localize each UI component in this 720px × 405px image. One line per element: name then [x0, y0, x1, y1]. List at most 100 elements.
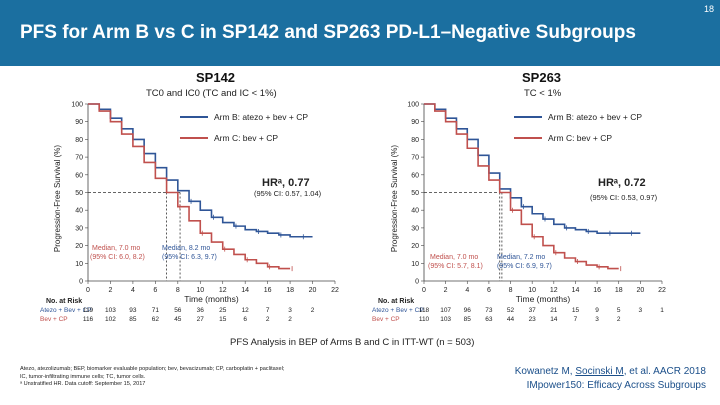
hazard-ratio: HRᵃ, 0.72 [598, 177, 646, 189]
at-risk-value: 2 [288, 316, 292, 323]
median-label-arm-c: Median, 7.0 mo [92, 245, 140, 252]
reference-study: IMpower150: Efficacy Across Subgroups [526, 380, 706, 391]
at-risk-value: 3 [595, 316, 599, 323]
arm-c-curve [88, 103, 291, 270]
y-tick-label: 90 [411, 119, 419, 126]
y-tick-label: 50 [411, 190, 419, 197]
abbreviation-line: Atezo, atezolizumab; BEP, biomarker eval… [20, 366, 285, 372]
at-risk-value: 2 [617, 316, 621, 323]
median-label-arm-b: Median, 7.2 mo [497, 254, 545, 261]
at-risk-row-label: Bev + CP [372, 316, 400, 323]
at-risk-value: 12 [242, 307, 250, 314]
y-tick-label: 90 [75, 119, 83, 126]
at-risk-value: 5 [617, 307, 621, 314]
at-risk-value: 36 [197, 307, 205, 314]
right-panel-subtitle: TC < 1% [524, 88, 562, 99]
at-risk-title: No. at Risk [46, 298, 82, 305]
x-tick-label: 20 [636, 287, 644, 294]
reference-authors-a: Kowanetz M, [514, 366, 576, 377]
x-tick-label: 6 [487, 287, 491, 294]
median-ci-arm-c: (95% CI: 6.0, 8.2) [90, 254, 145, 261]
y-tick-label: 80 [75, 137, 83, 144]
y-tick-label: 100 [407, 102, 419, 109]
legend-label-arm-c: Arm C: bev + CP [214, 133, 278, 143]
at-risk-row-label: Atezo + Bev + CP [40, 307, 92, 314]
at-risk-value: 110 [419, 316, 430, 323]
at-risk-value: 44 [507, 316, 515, 323]
reference-authors: Kowanetz M, Socinski M, et al. AACR 2018 [515, 365, 706, 379]
at-risk-value: 56 [174, 307, 182, 314]
hazard-ratio: HRᵃ, 0.77 [262, 177, 310, 189]
at-risk-value: 118 [419, 307, 430, 314]
confidence-interval: (95% CI: 0.57, 1.04) [254, 189, 322, 198]
at-risk-value: 6 [243, 316, 247, 323]
x-tick-label: 18 [615, 287, 623, 294]
y-tick-label: 60 [411, 172, 419, 179]
x-tick-label: 22 [331, 287, 339, 294]
y-tick-label: 0 [415, 279, 419, 286]
x-tick-label: 10 [528, 287, 536, 294]
at-risk-value: 116 [83, 316, 94, 323]
y-tick-label: 10 [411, 261, 419, 268]
y-tick-label: 40 [75, 208, 83, 215]
left-panel-subtitle: TC0 and IC0 (TC and IC < 1%) [146, 88, 277, 99]
at-risk-value: 85 [464, 316, 472, 323]
analysis-footnote: PFS Analysis in BEP of Arms B and C in I… [230, 337, 475, 348]
at-risk-value: 62 [152, 316, 160, 323]
left-panel-title: SP142 [196, 70, 236, 85]
at-risk-value: 103 [440, 316, 451, 323]
at-risk-value: 7 [574, 316, 578, 323]
y-tick-label: 20 [411, 243, 419, 250]
x-tick-label: 14 [241, 287, 249, 294]
at-risk-value: 102 [105, 316, 116, 323]
at-risk-value: 2 [266, 316, 270, 323]
y-tick-label: 100 [71, 102, 83, 109]
median-label-arm-b: Median, 8.2 mo [162, 245, 210, 252]
at-risk-value: 63 [485, 316, 493, 323]
at-risk-value: 3 [639, 307, 643, 314]
x-tick-label: 4 [131, 287, 135, 294]
x-tick-label: 16 [593, 287, 601, 294]
title-bar [0, 0, 720, 66]
median-label-arm-c: Median, 7.0 mo [430, 254, 478, 261]
median-ci-arm-c: (95% CI: 5.7, 8.1) [428, 263, 483, 270]
reference-authors-b[interactable]: Socinski M [575, 366, 624, 377]
at-risk-value: 2 [311, 307, 315, 314]
x-tick-label: 2 [444, 287, 448, 294]
at-risk-row-label: Bev + CP [40, 316, 68, 323]
at-risk-row-label: Atezo + Bev + CP [372, 307, 424, 314]
x-tick-label: 4 [465, 287, 469, 294]
x-axis-label: Time (months) [184, 294, 239, 304]
y-tick-label: 40 [411, 208, 419, 215]
abbreviations-footnote: Atezo, atezolizumab; BEP, biomarker eval… [20, 366, 380, 389]
legend-label-arm-c: Arm C: bev + CP [548, 133, 612, 143]
legend-label-arm-b: Arm B: atezo + bev + CP [214, 112, 308, 122]
at-risk-value: 119 [83, 307, 94, 314]
x-tick-label: 2 [109, 287, 113, 294]
at-risk-value: 103 [105, 307, 116, 314]
x-tick-label: 0 [422, 287, 426, 294]
x-tick-label: 18 [286, 287, 294, 294]
at-risk-value: 1 [660, 307, 664, 314]
reference: Kowanetz M, Socinski M, et al. AACR 2018… [515, 365, 706, 393]
at-risk-value: 3 [288, 307, 292, 314]
at-risk-value: 107 [440, 307, 451, 314]
at-risk-value: 73 [485, 307, 493, 314]
y-tick-label: 50 [75, 190, 83, 197]
at-risk-title: No. at Risk [378, 298, 414, 305]
y-axis-label: Progression-Free Survival (%) [53, 145, 62, 252]
x-tick-label: 8 [176, 287, 180, 294]
x-axis-label: Time (months) [516, 294, 571, 304]
right-panel-title: SP263 [522, 70, 562, 85]
at-risk-value: 9 [595, 307, 599, 314]
y-tick-label: 0 [79, 279, 83, 286]
confidence-interval: (95% CI: 0.53, 0.97) [590, 193, 658, 202]
y-tick-label: 70 [75, 155, 83, 162]
y-axis-label: Progression-Free Survival (%) [390, 145, 399, 252]
reference-authors-c: , et al. AACR 2018 [623, 366, 706, 377]
y-tick-label: 60 [75, 172, 83, 179]
at-risk-value: 15 [219, 316, 227, 323]
y-tick-label: 20 [75, 243, 83, 250]
at-risk-value: 96 [464, 307, 472, 314]
